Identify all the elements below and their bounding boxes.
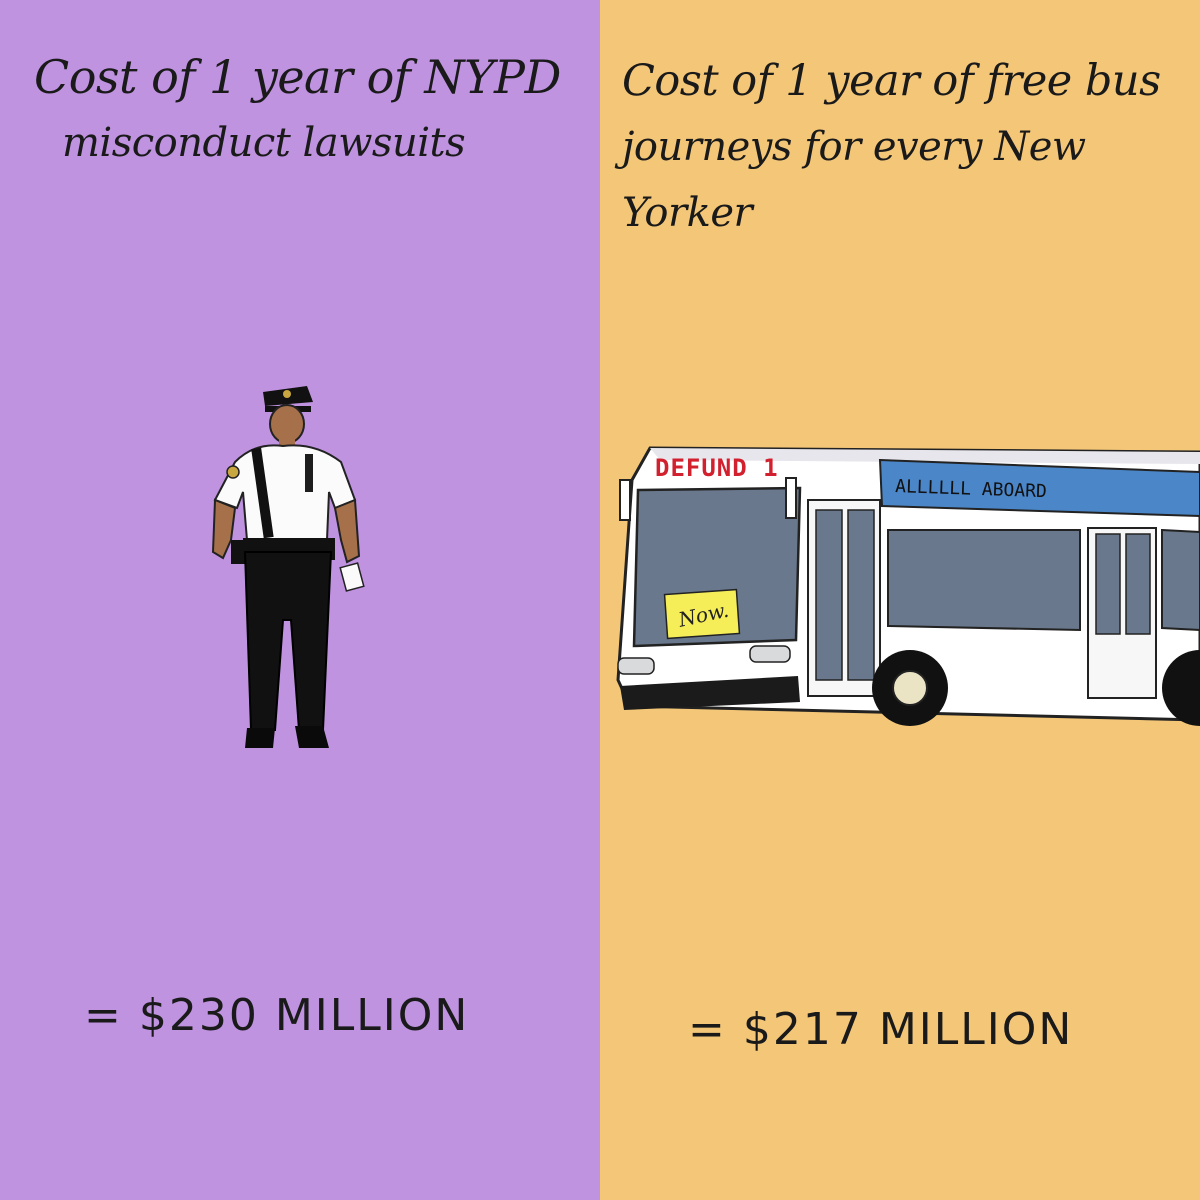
bus-destination-sign: DEFUND 1 xyxy=(655,454,779,482)
left-title-line1: Cost of 1 year of NYPD xyxy=(34,50,561,104)
right-title-line1: Cost of 1 year of free bus xyxy=(622,56,1161,106)
right-amount: = $217 MILLION xyxy=(688,1004,1074,1055)
left-panel: Cost of 1 year of NYPD misconduct lawsui… xyxy=(0,0,600,1200)
right-panel: Cost of 1 year of free bus journeys for … xyxy=(600,0,1200,1200)
bus-illustration: ALLLLLL ABOARD DEFUND 1 Now. xyxy=(616,446,1200,726)
left-amount: = $230 MILLION xyxy=(84,990,470,1041)
left-title: Cost of 1 year of NYPD misconduct lawsui… xyxy=(34,44,594,176)
right-title-line2: journeys for every New Yorker xyxy=(622,124,1086,236)
right-title: Cost of 1 year of free bus journeys for … xyxy=(622,48,1197,246)
police-officer-illustration xyxy=(211,386,365,748)
left-title-line2: misconduct lawsuits xyxy=(62,120,466,166)
